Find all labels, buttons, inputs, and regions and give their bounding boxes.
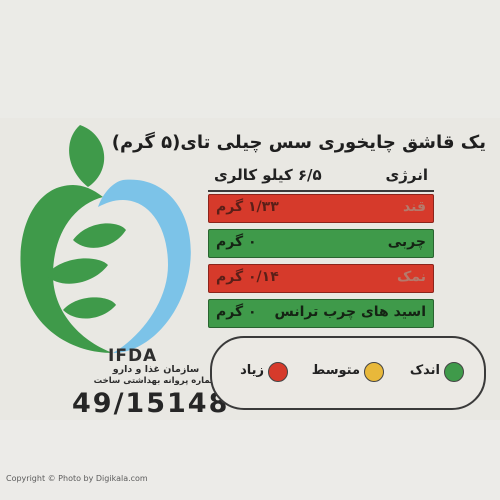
logo-acronym: IFDA (108, 346, 158, 366)
nutrient-value: ۰/۱۴ گرم (216, 269, 279, 285)
nutrient-name: اسید های چرب ترانس (274, 304, 426, 320)
nutrient-row-trans-fat: اسید های چرب ترانس ۰ گرم (208, 299, 434, 328)
background-top (0, 0, 500, 118)
legend-label: متوسط (311, 363, 360, 378)
nutrient-value: ۰ گرم (216, 234, 257, 250)
serving-size-text: یک قاشق چایخوری سس چیلی تای(۵ گرم) (111, 132, 486, 153)
nutrient-name: چربی (387, 234, 426, 250)
legend-label: زیاد (240, 363, 264, 378)
energy-label: انرژی (385, 166, 429, 184)
nutrient-row-fat: چربی ۰ گرم (208, 229, 434, 258)
nutrient-name: نمک (397, 269, 426, 285)
yellow-dot-icon (364, 362, 384, 382)
nutrient-row-salt: نمک ۰/۱۴ گرم (208, 264, 434, 293)
logo-license-caption: شماره پروانه بهداشتی ساخت (93, 376, 219, 386)
energy-value: ۶/۵ کیلو کالری (214, 166, 322, 184)
nutrient-name: قند (403, 199, 426, 215)
green-dot-icon (444, 362, 464, 382)
logo-org-name: سازمان غذا و دارو (112, 364, 200, 375)
background-bottom (0, 420, 500, 500)
nutrient-value: ۰ گرم (216, 304, 257, 320)
level-legend: اندک متوسط زیاد (210, 336, 486, 410)
copyright-text: Copyright © Photo by Digikala.com (6, 474, 148, 483)
registration-number: 49/15148 (72, 388, 230, 419)
nutrient-value: ۱/۳۳ گرم (216, 199, 279, 215)
legend-label: اندک (409, 363, 440, 378)
nutrient-row-sugar: قند ۱/۳۳ گرم (208, 194, 434, 223)
energy-row: انرژی ۶/۵ کیلو کالری (208, 163, 434, 192)
ifda-logo-icon (20, 125, 191, 353)
red-dot-icon (268, 362, 288, 382)
